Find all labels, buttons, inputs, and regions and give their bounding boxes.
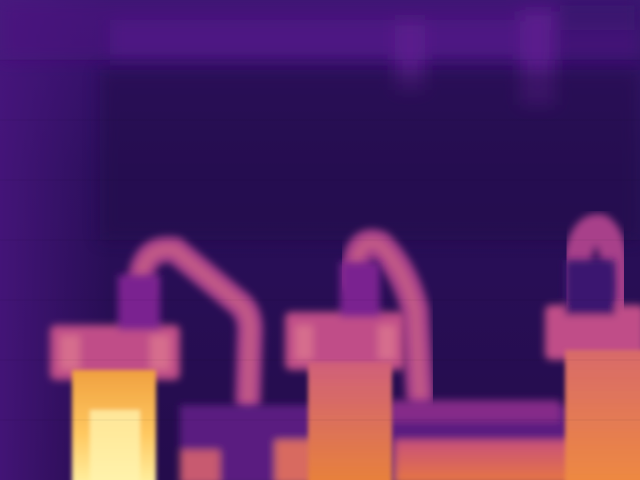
bushing-center	[285, 262, 405, 480]
connecting-conductor-left	[127, 236, 264, 413]
shadow-band	[100, 70, 640, 240]
connecting-conductor-center	[341, 229, 434, 409]
bushing-left	[50, 275, 180, 480]
bushing-right	[545, 260, 640, 480]
sensor-grid	[0, 59, 640, 421]
